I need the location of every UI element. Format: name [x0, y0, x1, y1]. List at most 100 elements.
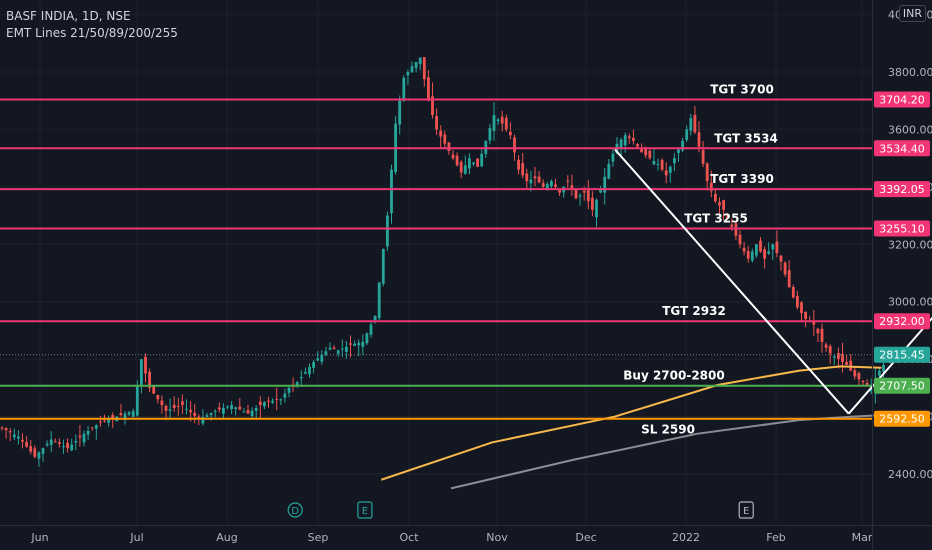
candle-body [414, 61, 418, 69]
candle-body [406, 72, 410, 76]
candle-body [472, 162, 475, 164]
candle-body [660, 159, 664, 170]
candle-body [295, 382, 299, 387]
candle-body [246, 410, 250, 414]
candle-body [578, 195, 582, 197]
grid [0, 0, 872, 525]
level-label: TGT 3255 [684, 211, 748, 225]
candle-body [636, 143, 639, 147]
candle-body [119, 413, 123, 416]
candle-body [550, 181, 553, 187]
candle-body [459, 161, 463, 173]
candle-body [62, 446, 65, 448]
y-tick-label: 3200.00 [888, 238, 932, 251]
candle-body [673, 158, 676, 164]
candle-body [410, 66, 414, 73]
candle-body [599, 189, 602, 193]
candle-body [796, 295, 799, 308]
ema-line-yellow [380, 365, 882, 481]
candle-body [529, 179, 533, 184]
candle-body [279, 399, 283, 401]
candle-body [619, 139, 623, 149]
candle-body [779, 255, 783, 262]
event-markers[interactable]: DEEE [287, 501, 932, 519]
level-price-tag [874, 181, 930, 198]
candle-body [521, 163, 525, 176]
last-price-tag [874, 346, 930, 363]
level-price-tag [874, 220, 930, 237]
candle-body [164, 405, 168, 411]
candle-body [746, 251, 750, 259]
candle-body [299, 377, 303, 379]
candle-body [857, 373, 861, 380]
x-tick-label: Jul [129, 531, 143, 544]
candle-body [882, 364, 885, 372]
y-tick-label: 2400.00 [888, 468, 932, 481]
x-tick-label: Nov [486, 531, 508, 544]
candle-body [820, 328, 824, 342]
level-price-tag [874, 410, 930, 427]
candle-body [623, 135, 627, 146]
level-price-tag [874, 377, 930, 394]
candle-body [99, 421, 102, 423]
candlesticks [0, 57, 885, 467]
level-label: SL 2590 [641, 423, 695, 437]
candle-body [607, 163, 611, 179]
candle-body [718, 202, 721, 206]
candle-body [525, 173, 529, 182]
candle-body [841, 353, 844, 363]
candle-body [455, 155, 459, 166]
candle-body [730, 224, 734, 228]
candle-body [381, 249, 385, 284]
candle-body [308, 367, 311, 375]
ema-line-gray [450, 414, 882, 490]
candle-body [566, 180, 570, 182]
candle-body [783, 262, 787, 275]
candle-body [254, 407, 258, 411]
candle-body [390, 169, 393, 214]
event-marker-letter: E [743, 506, 749, 517]
candle-body [17, 436, 20, 439]
event-marker-letter: D [291, 506, 299, 517]
x-tick-label: Mar [852, 531, 873, 544]
candle-body [853, 370, 857, 377]
candle-body [21, 439, 24, 442]
candle-body [656, 163, 660, 165]
candle-body [33, 448, 37, 457]
candle-body [648, 150, 652, 159]
y-tick-label: 3800.00 [888, 66, 932, 79]
candle-body [41, 448, 45, 454]
candle-body [78, 435, 82, 438]
candle-body [722, 200, 725, 210]
candle-body [705, 163, 709, 182]
candle-body [140, 359, 143, 386]
currency-badge[interactable]: INR [898, 5, 926, 22]
level-label: TGT 3390 [710, 172, 774, 186]
candle-body [574, 189, 578, 199]
candle-body [107, 419, 110, 423]
candle-body [627, 136, 631, 139]
horizontal-levels[interactable]: TGT 3700 TGT 3534 TGT 3390 TGT 3255 TGT 2932… [0, 83, 872, 437]
candle-body [304, 372, 307, 374]
candle-body [832, 356, 836, 358]
x-tick-label: 2022 [672, 531, 700, 544]
candle-body [677, 149, 680, 154]
price-tags: 3704.20 3534.40 3392.05 3255.10 2932.00 2707.… [874, 91, 930, 427]
trend-lines[interactable] [614, 148, 932, 415]
candle-body [4, 427, 8, 431]
earnings-marker [357, 501, 373, 519]
candle-body [504, 117, 508, 130]
candle-body [750, 251, 754, 261]
candle-body [742, 247, 746, 252]
candle-body [492, 115, 496, 131]
candle-body [664, 170, 668, 176]
candle-body [435, 116, 438, 130]
candle-body [701, 150, 705, 164]
candle-body [771, 244, 775, 250]
level-label: TGT 2932 [662, 304, 726, 318]
candle-body [463, 165, 467, 174]
candle-body [365, 333, 369, 344]
candle-body [451, 154, 455, 159]
